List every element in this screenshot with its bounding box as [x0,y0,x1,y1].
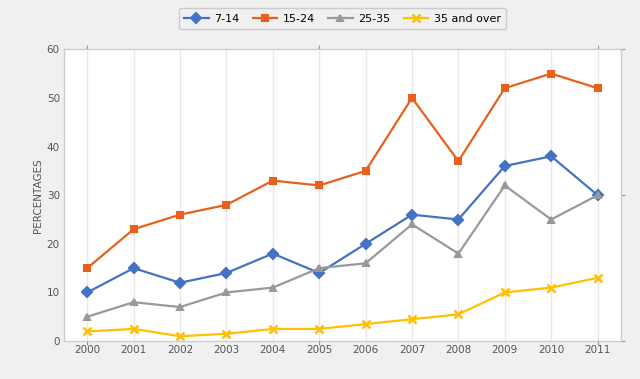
35 and over [594,276,602,280]
Line: 35 and over: 35 and over [83,274,602,340]
7-14 [83,290,91,295]
35 and over [547,285,555,290]
25-35 [594,193,602,197]
15-24 [362,169,369,173]
7-14 [501,164,509,168]
15-24 [176,212,184,217]
Line: 25-35: 25-35 [84,182,601,320]
7-14 [176,280,184,285]
35 and over [130,327,138,331]
25-35 [83,315,91,319]
Legend: 7-14, 15-24, 25-35, 35 and over: 7-14, 15-24, 25-35, 35 and over [179,8,506,29]
Line: 7-14: 7-14 [84,153,601,296]
25-35 [362,261,369,266]
35 and over [501,290,509,295]
25-35 [130,300,138,304]
7-14 [223,271,230,275]
25-35 [176,305,184,309]
7-14 [408,212,416,217]
7-14 [454,217,462,222]
25-35 [316,266,323,271]
15-24 [83,266,91,271]
35 and over [83,329,91,334]
35 and over [176,334,184,338]
15-24 [594,86,602,91]
15-24 [547,71,555,76]
35 and over [454,312,462,316]
25-35 [547,217,555,222]
15-24 [223,203,230,207]
35 and over [223,332,230,336]
7-14 [594,193,602,197]
15-24 [454,159,462,163]
35 and over [362,322,369,326]
15-24 [316,183,323,188]
25-35 [454,251,462,256]
25-35 [223,290,230,295]
25-35 [269,285,276,290]
15-24 [130,227,138,232]
7-14 [269,251,276,256]
25-35 [408,222,416,227]
7-14 [547,154,555,158]
15-24 [269,179,276,183]
7-14 [362,241,369,246]
15-24 [408,96,416,100]
35 and over [269,327,276,331]
7-14 [316,271,323,275]
25-35 [501,183,509,188]
Y-axis label: PERCENTAGES: PERCENTAGES [33,158,42,233]
35 and over [316,327,323,331]
7-14 [130,266,138,271]
Line: 15-24: 15-24 [84,70,601,272]
15-24 [501,86,509,91]
35 and over [408,317,416,321]
